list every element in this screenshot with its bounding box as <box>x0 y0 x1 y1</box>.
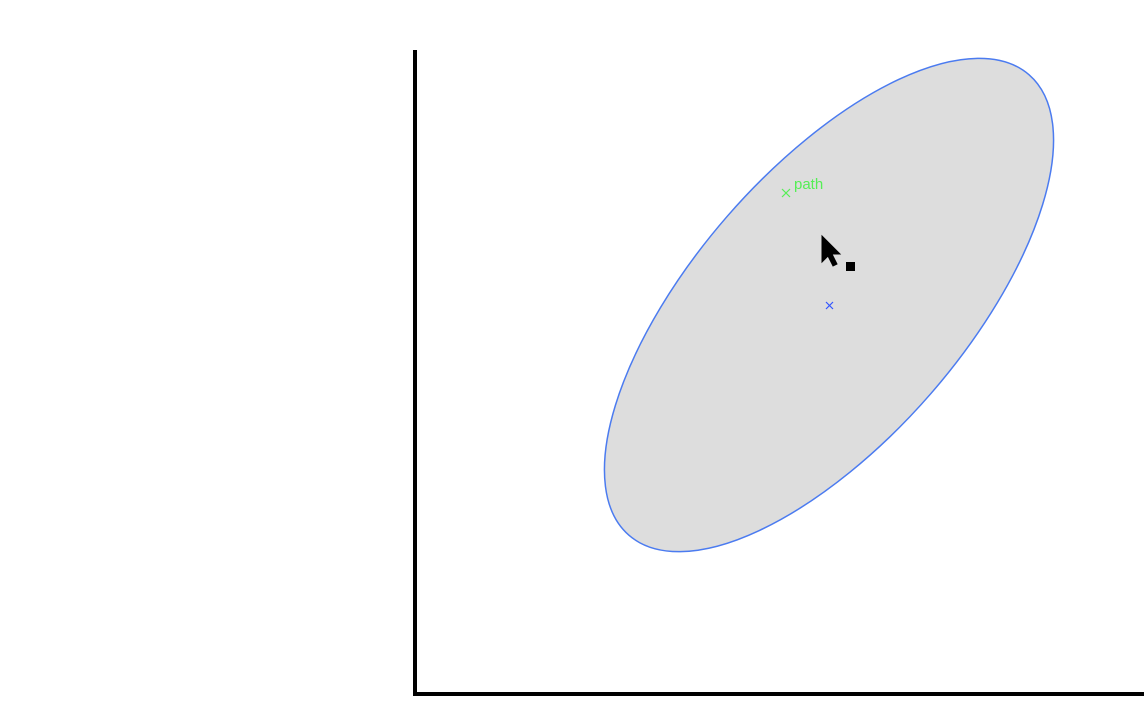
snap-hint: path <box>781 176 823 198</box>
snap-hint-label: path <box>794 176 823 193</box>
ellipse-shape[interactable] <box>527 0 1131 624</box>
move-cursor-icon <box>821 234 855 271</box>
axes <box>413 50 1144 696</box>
snap-x-marker-icon <box>781 188 791 198</box>
ellipse-center-marker-icon <box>825 301 834 310</box>
